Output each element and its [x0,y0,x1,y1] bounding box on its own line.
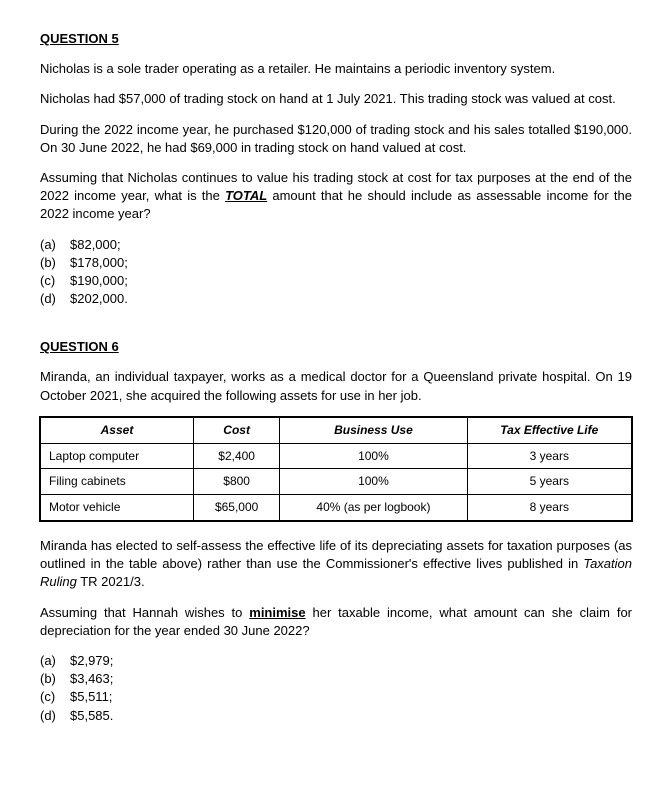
q5-heading: QUESTION 5 [40,30,632,48]
q6-option-b: (b) $3,463; [40,670,632,688]
option-letter: (b) [40,254,70,272]
option-text: $3,463; [70,670,113,688]
option-text: $82,000; [70,236,121,254]
option-text: $5,585. [70,707,113,725]
q5-option-c: (c) $190,000; [40,272,632,290]
q6-option-d: (d) $5,585. [40,707,632,725]
q6-option-a: (a) $2,979; [40,652,632,670]
th-cost: Cost [193,417,279,443]
cell: $2,400 [193,443,279,469]
q5-total-word: TOTAL [225,188,267,203]
cell: 40% (as per logbook) [280,495,467,521]
q6-minimise-word: minimise [249,605,305,620]
table-row: Motor vehicle $65,000 40% (as per logboo… [41,495,632,521]
cell: Motor vehicle [41,495,194,521]
q5-para-1: Nicholas is a sole trader operating as a… [40,60,632,78]
cell: $800 [193,469,279,495]
table-row: Filing cabinets $800 100% 5 years [41,469,632,495]
option-text: $2,979; [70,652,113,670]
th-business-use: Business Use [280,417,467,443]
option-letter: (b) [40,670,70,688]
q6-option-c: (c) $5,511; [40,688,632,706]
th-tax-life: Tax Effective Life [467,417,631,443]
cell: 3 years [467,443,631,469]
option-letter: (c) [40,272,70,290]
q6-p3a: Assuming that Hannah wishes to [40,605,249,620]
q5-para-3: During the 2022 income year, he purchase… [40,121,632,157]
q6-p2a: Miranda has elected to self-assess the e… [40,538,632,571]
option-text: $202,000. [70,290,128,308]
asset-table: Asset Cost Business Use Tax Effective Li… [40,417,632,521]
cell: $65,000 [193,495,279,521]
q5-options: (a) $82,000; (b) $178,000; (c) $190,000;… [40,236,632,309]
table-row: Laptop computer $2,400 100% 3 years [41,443,632,469]
cell: 100% [280,469,467,495]
q6-p2c: TR 2021/3. [77,574,145,589]
q5-para-4: Assuming that Nicholas continues to valu… [40,169,632,224]
cell: Filing cabinets [41,469,194,495]
option-letter: (a) [40,652,70,670]
q6-para-3: Assuming that Hannah wishes to minimise … [40,604,632,640]
cell: 100% [280,443,467,469]
option-letter: (d) [40,290,70,308]
option-text: $190,000; [70,272,128,290]
option-text: $178,000; [70,254,128,272]
q6-para-2: Miranda has elected to self-assess the e… [40,537,632,592]
q6-para-1: Miranda, an individual taxpayer, works a… [40,368,632,404]
cell: Laptop computer [41,443,194,469]
cell: 5 years [467,469,631,495]
q5-option-b: (b) $178,000; [40,254,632,272]
q5-option-d: (d) $202,000. [40,290,632,308]
table-header-row: Asset Cost Business Use Tax Effective Li… [41,417,632,443]
q5-para-2: Nicholas had $57,000 of trading stock on… [40,90,632,108]
q6-options: (a) $2,979; (b) $3,463; (c) $5,511; (d) … [40,652,632,725]
q5-option-a: (a) $82,000; [40,236,632,254]
cell: 8 years [467,495,631,521]
option-letter: (c) [40,688,70,706]
option-letter: (d) [40,707,70,725]
option-letter: (a) [40,236,70,254]
q6-heading: QUESTION 6 [40,338,632,356]
option-text: $5,511; [70,688,112,706]
th-asset: Asset [41,417,194,443]
